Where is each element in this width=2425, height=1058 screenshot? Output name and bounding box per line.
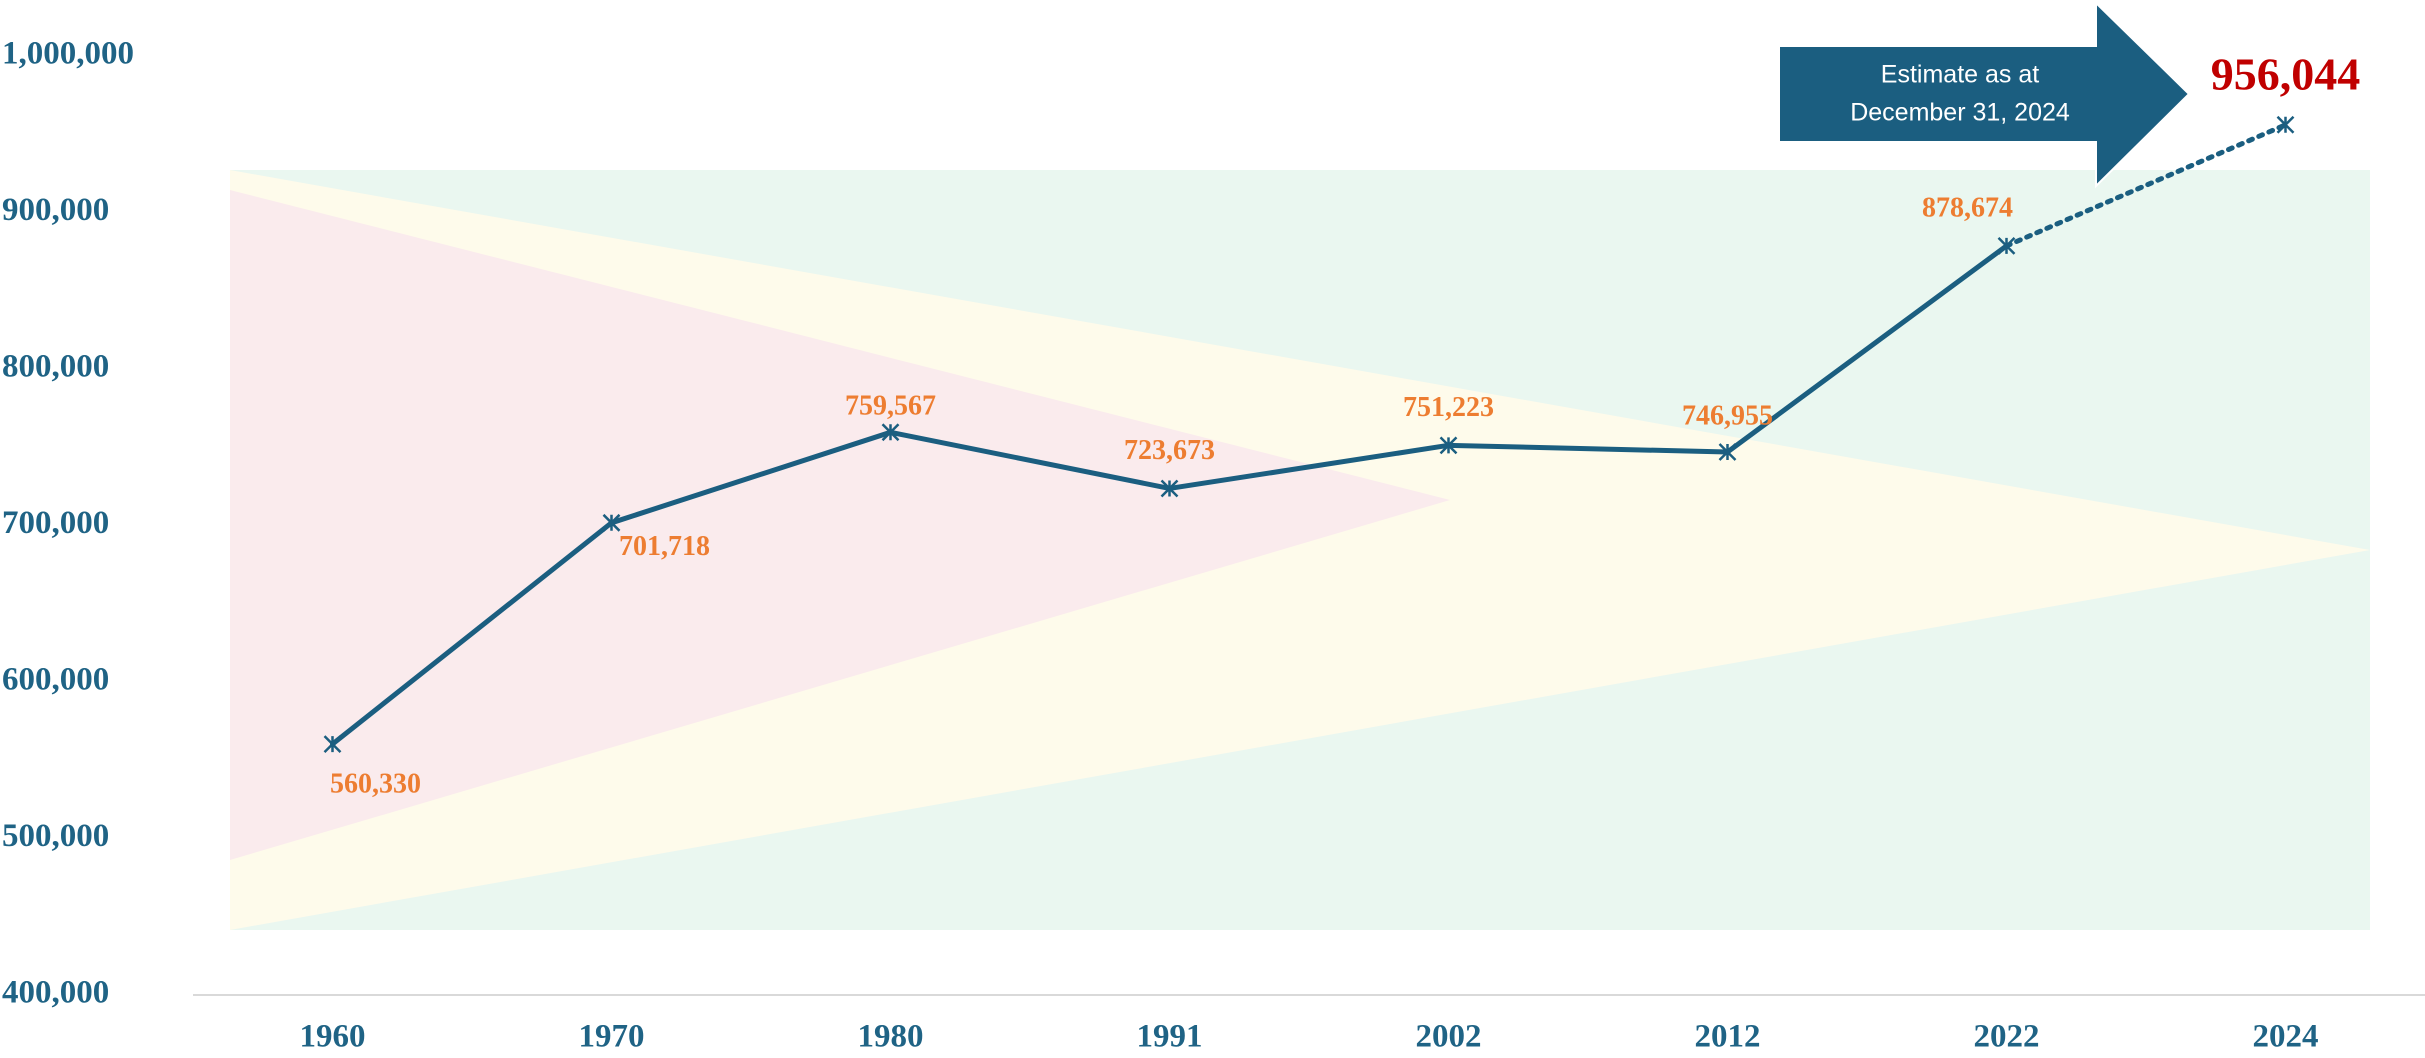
data-label: 746,955 [1682,400,1773,431]
x-tick-label: 2024 [2253,1019,2319,1055]
marker [1160,479,1179,498]
data-label: 878,674 [1922,192,2013,223]
x-tick-label: 1970 [579,1019,645,1055]
data-label: 723,673 [1124,435,1215,466]
data-label: 560,330 [330,769,421,800]
annotation-line: December 31, 2024 [1850,99,2070,127]
x-tick-label: 1960 [300,1019,366,1055]
data-label: 701,718 [619,531,710,562]
line-estimate [2004,122,2288,249]
y-tick-label: 600,000 [2,662,109,698]
data-label: 751,223 [1403,392,1494,423]
data-label: 759,567 [845,391,936,422]
marker [1439,436,1458,455]
marker [881,423,900,442]
flag-yellow [230,170,2370,930]
x-tick-label: 1980 [858,1019,924,1055]
y-tick-label: 800,000 [2,349,109,385]
annotation-line: Estimate as at [1881,61,2039,89]
annotation-arrow [1778,0,2191,189]
marker [323,735,342,753]
flag-field [230,170,2370,930]
x-tick-label: 2002 [1416,1019,1482,1055]
y-tick-label: 700,000 [2,505,109,541]
marker [2276,115,2295,134]
marker [1997,236,2016,255]
background-flag [230,170,2370,930]
y-tick-label: 900,000 [2,192,109,228]
flag-red [230,190,1450,860]
y-tick-label: 400,000 [2,975,109,1011]
y-tick-label: 1,000,000 [2,36,134,72]
x-tick-label: 1991 [1137,1019,1203,1055]
data-label: 956,044 [2211,48,2361,99]
marker [602,513,621,532]
x-tick-label: 2022 [1974,1019,2040,1055]
x-tick-label: 2012 [1695,1019,1761,1055]
y-tick-label: 500,000 [2,818,109,854]
marker [1718,443,1737,461]
